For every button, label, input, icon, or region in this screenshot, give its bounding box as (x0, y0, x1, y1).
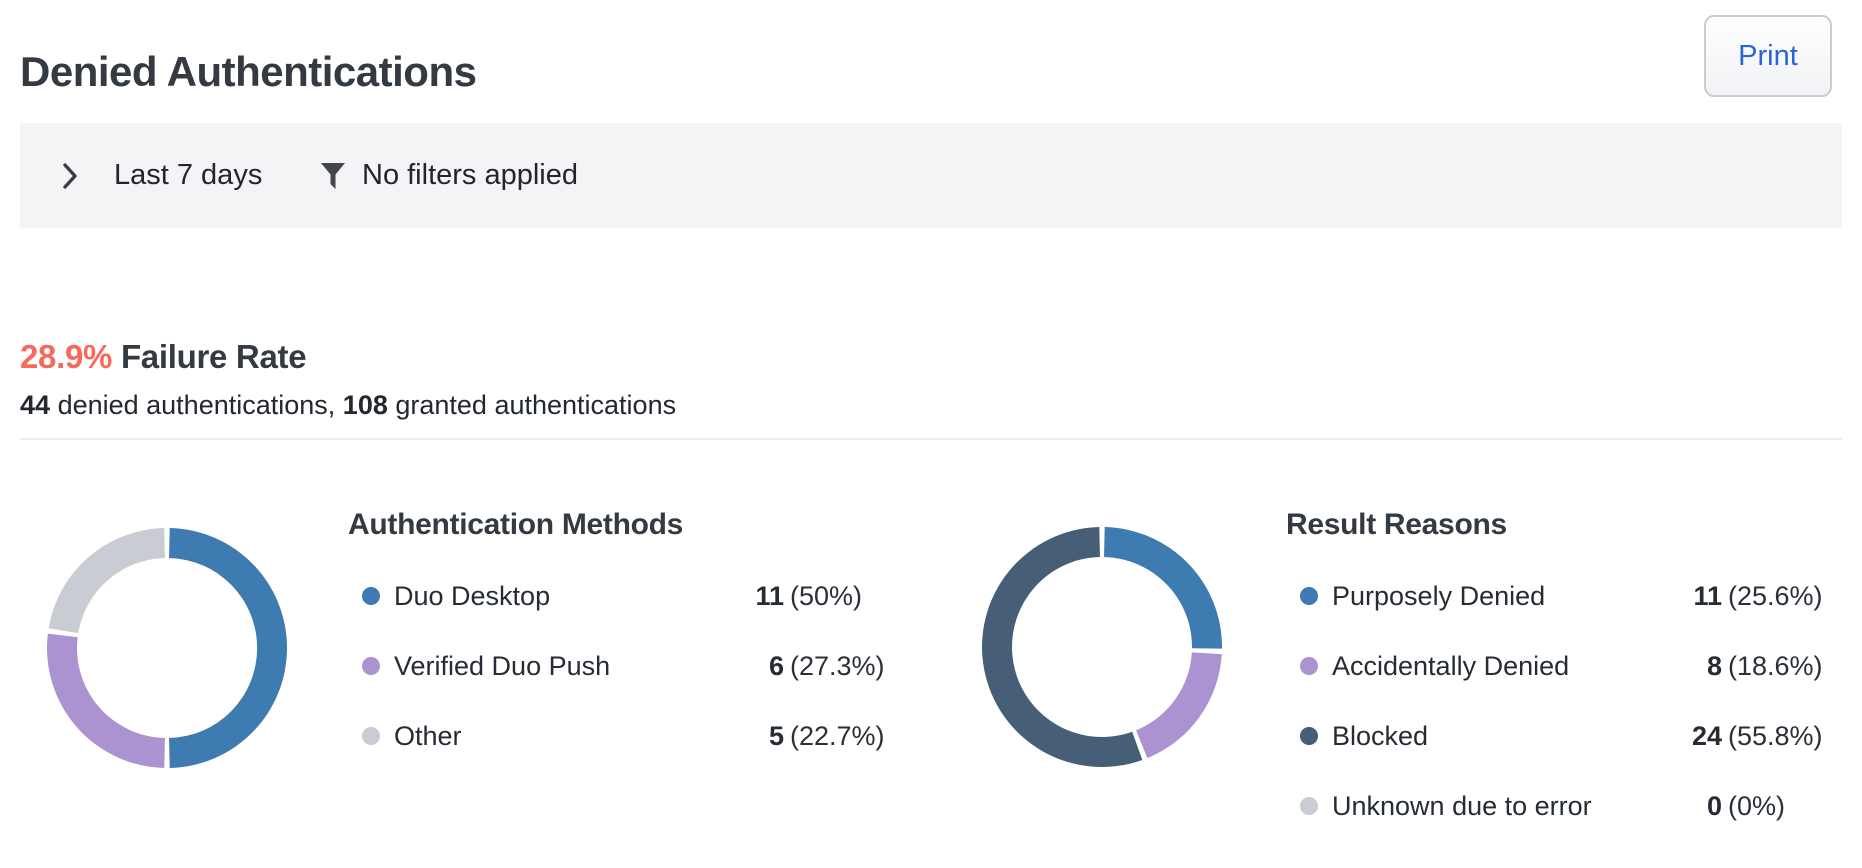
filter-funnel-icon[interactable] (320, 162, 346, 195)
legend-percent: (55.8%) (1728, 721, 1823, 751)
legend-label: Unknown due to error (1332, 791, 1592, 821)
legend-label: Duo Desktop (394, 581, 551, 611)
legend-dot-icon (362, 657, 380, 675)
failure-rate-line: 28.9% Failure Rate (20, 338, 307, 376)
chart-title: Authentication Methods (348, 508, 684, 541)
legend-label: Verified Duo Push (394, 651, 611, 681)
legend-dot-icon (1300, 797, 1318, 815)
legend-dot-icon (1300, 657, 1318, 675)
legend-value: 5 (768, 721, 784, 751)
denied-count: 44 (20, 390, 51, 420)
legend-item: Purposely Denied 11 (25.6%) (1286, 578, 1862, 614)
legend-item: Blocked 24 (55.8%) (1286, 718, 1862, 754)
date-range-label[interactable]: Last 7 days (114, 159, 263, 191)
legend-label: Other (394, 721, 462, 751)
legend-label: Purposely Denied (1332, 581, 1546, 611)
legend-percent: (27.3%) (790, 651, 885, 681)
legend-percent: (18.6%) (1728, 651, 1823, 681)
legend-percent: (0%) (1728, 791, 1786, 821)
donut-segment-purposely-denied (1104, 527, 1222, 649)
donut-segment-other (48, 528, 165, 634)
chart-title: Result Reasons (1286, 508, 1507, 541)
print-button[interactable]: Print (1704, 15, 1832, 97)
legend-item: Duo Desktop 11 (50%) (348, 578, 928, 614)
donut-segment-duo-desktop (169, 528, 287, 768)
legend-value: 11 (755, 581, 784, 611)
legend-item: Unknown due to error 0 (0%) (1286, 788, 1862, 824)
auth-counts-line: 44 denied authentications, 108 granted a… (20, 390, 676, 421)
legend-item: Other 5 (22.7%) (348, 718, 928, 754)
authentication-methods-legend: Authentication Methods Duo Desktop 11 (50%… (348, 507, 928, 751)
legend-dot-icon (362, 587, 380, 605)
donut-segment-accidentally-denied (1136, 652, 1222, 759)
donut-segment-blocked (982, 527, 1143, 767)
legend-item: Accidentally Denied 8 (18.6%) (1286, 648, 1862, 684)
legend-percent: (50%) (790, 581, 863, 611)
legend-value: 11 (1693, 581, 1722, 611)
legend-value: 6 (768, 651, 784, 681)
legend-label: Blocked (1332, 721, 1429, 751)
legend-dot-icon (1300, 727, 1318, 745)
donut-segment-verified-duo-push (47, 633, 165, 768)
legend-percent: (22.7%) (790, 721, 885, 751)
denied-text: denied authentications, (57, 390, 336, 420)
result-reasons-legend: Result Reasons Purposely Denied 11 (25.6%)… (1286, 507, 1862, 821)
legend-value: 0 (1706, 791, 1722, 821)
result-reasons-donut-chart (982, 527, 1222, 767)
legend-dot-icon (362, 727, 380, 745)
legend-item: Verified Duo Push 6 (27.3%) (348, 648, 928, 684)
legend-percent: (25.6%) (1728, 581, 1823, 611)
legend-label: Accidentally Denied (1332, 651, 1570, 681)
page-title: Denied Authentications (20, 48, 477, 96)
granted-count: 108 (342, 390, 388, 420)
filters-status-label[interactable]: No filters applied (362, 159, 578, 191)
failure-rate-value: 28.9% (20, 338, 113, 375)
legend-dot-icon (1300, 587, 1318, 605)
authentication-methods-donut-chart (47, 528, 287, 768)
filter-bar: Last 7 days No filters applied (20, 123, 1842, 228)
section-divider (20, 438, 1842, 440)
legend-value: 8 (1706, 651, 1722, 681)
granted-text: granted authentications (395, 390, 677, 420)
failure-rate-label: Failure Rate (120, 338, 307, 375)
legend-value: 24 (1691, 721, 1722, 751)
chevron-right-icon[interactable] (62, 161, 78, 196)
